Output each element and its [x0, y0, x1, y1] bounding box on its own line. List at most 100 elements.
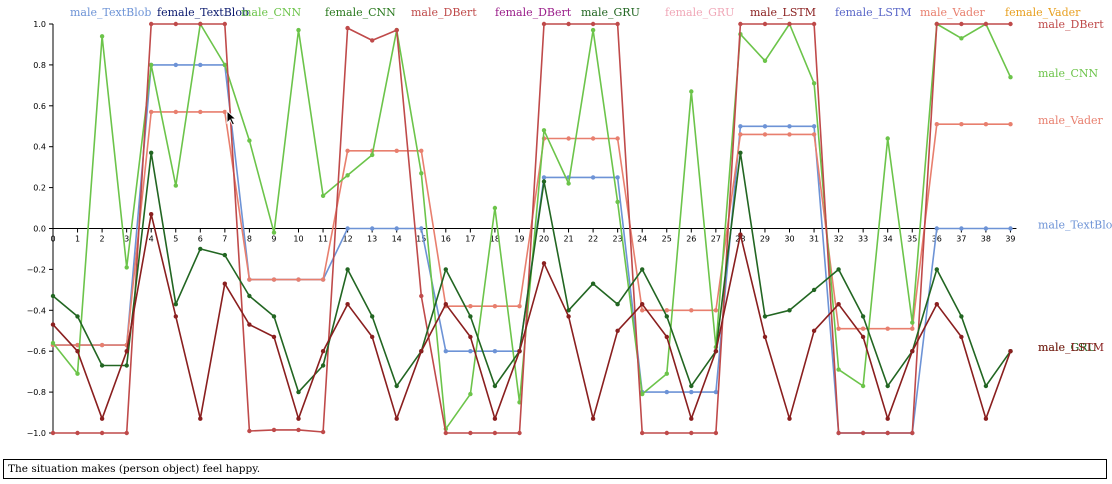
data-point	[541, 179, 547, 184]
data-point	[640, 391, 645, 397]
data-point	[934, 21, 939, 27]
data-point	[934, 267, 939, 272]
data-point	[222, 109, 227, 115]
series-male-lstm	[50, 212, 1013, 421]
data-point	[615, 302, 620, 307]
data-point	[713, 389, 719, 395]
data-point	[517, 349, 522, 354]
data-point	[394, 383, 399, 389]
data-point	[959, 21, 964, 27]
data-point	[419, 349, 424, 354]
data-point	[173, 109, 178, 115]
data-point	[173, 183, 178, 188]
data-point	[468, 314, 473, 319]
data-point	[738, 150, 743, 155]
data-point	[370, 314, 375, 319]
data-point	[198, 62, 203, 68]
data-point	[517, 304, 522, 309]
x-tick-label: 4	[149, 235, 154, 244]
legend-entry: female_CNN	[325, 6, 396, 19]
data-point	[590, 136, 596, 141]
data-point	[370, 152, 375, 158]
legend-entry: female_Vader	[1005, 6, 1081, 19]
y-tick-label: 0.4	[33, 143, 46, 152]
data-point	[860, 430, 866, 436]
data-point	[370, 334, 375, 340]
data-point	[910, 349, 915, 354]
data-point	[689, 308, 694, 313]
data-point	[590, 27, 596, 33]
data-point	[762, 314, 768, 319]
data-point	[320, 363, 326, 368]
x-tick-label: 0	[50, 235, 55, 244]
data-point	[468, 334, 473, 340]
series-line	[52, 152, 1012, 393]
y-tick-label: −0.4	[27, 306, 46, 315]
series-lines	[50, 21, 1013, 436]
data-point	[222, 281, 227, 286]
data-point	[836, 430, 841, 436]
data-point	[492, 205, 498, 211]
y-tick-label: 0.2	[33, 184, 46, 193]
series-end-label: male_LSTM	[1038, 341, 1104, 354]
data-point	[615, 328, 620, 333]
data-point	[664, 334, 669, 340]
data-point	[860, 314, 866, 319]
data-point	[370, 226, 375, 231]
y-tick-label: 0.8	[33, 61, 46, 70]
x-tick-label: 2	[100, 235, 105, 244]
data-point	[959, 226, 964, 231]
legend-entry: male_DBert	[411, 6, 477, 19]
data-point	[836, 326, 841, 331]
data-point	[492, 304, 498, 309]
data-point	[296, 27, 301, 33]
legend-entry: male_Vader	[920, 6, 986, 19]
data-point	[885, 136, 890, 141]
data-point	[590, 21, 596, 27]
x-tick-label: 32	[834, 235, 844, 244]
data-point	[983, 416, 989, 421]
data-point	[910, 430, 915, 436]
data-point	[247, 293, 252, 299]
data-point	[247, 428, 252, 434]
x-tick-label: 7	[222, 235, 227, 244]
data-point	[124, 430, 129, 436]
data-point	[762, 124, 768, 129]
data-point	[50, 340, 56, 346]
x-tick-label: 15	[416, 235, 426, 244]
x-tick-label: 22	[588, 235, 598, 244]
data-point	[247, 322, 252, 327]
data-point	[124, 265, 129, 270]
data-point	[959, 314, 964, 319]
data-point	[173, 21, 178, 27]
data-point	[173, 62, 178, 68]
y-tick-label: 0.6	[33, 102, 46, 111]
x-tick-label: 19	[514, 235, 524, 244]
data-point	[50, 430, 56, 436]
series-end-label: male_TextBlob	[1038, 218, 1112, 231]
data-point	[419, 226, 424, 231]
data-point	[222, 21, 227, 27]
data-point	[345, 267, 350, 272]
data-point	[541, 21, 547, 27]
x-tick-label: 31	[809, 235, 819, 244]
data-point	[885, 430, 890, 436]
data-point	[934, 226, 939, 231]
x-tick-label: 27	[711, 235, 721, 244]
data-point	[271, 230, 277, 235]
data-point	[738, 232, 743, 237]
data-point	[50, 322, 56, 327]
y-tick-label: −0.6	[27, 347, 46, 356]
legend-entry: female_GRU	[665, 6, 734, 19]
data-point	[99, 34, 105, 39]
data-point	[566, 21, 571, 27]
legend-entry: male_GRU	[581, 6, 640, 19]
data-point	[959, 36, 964, 41]
data-point	[738, 21, 743, 27]
data-point	[1008, 75, 1013, 80]
data-point	[492, 349, 498, 354]
data-point	[566, 136, 571, 141]
series-line	[53, 23, 1011, 434]
x-tick-label: 33	[858, 235, 868, 244]
data-point	[689, 416, 694, 421]
